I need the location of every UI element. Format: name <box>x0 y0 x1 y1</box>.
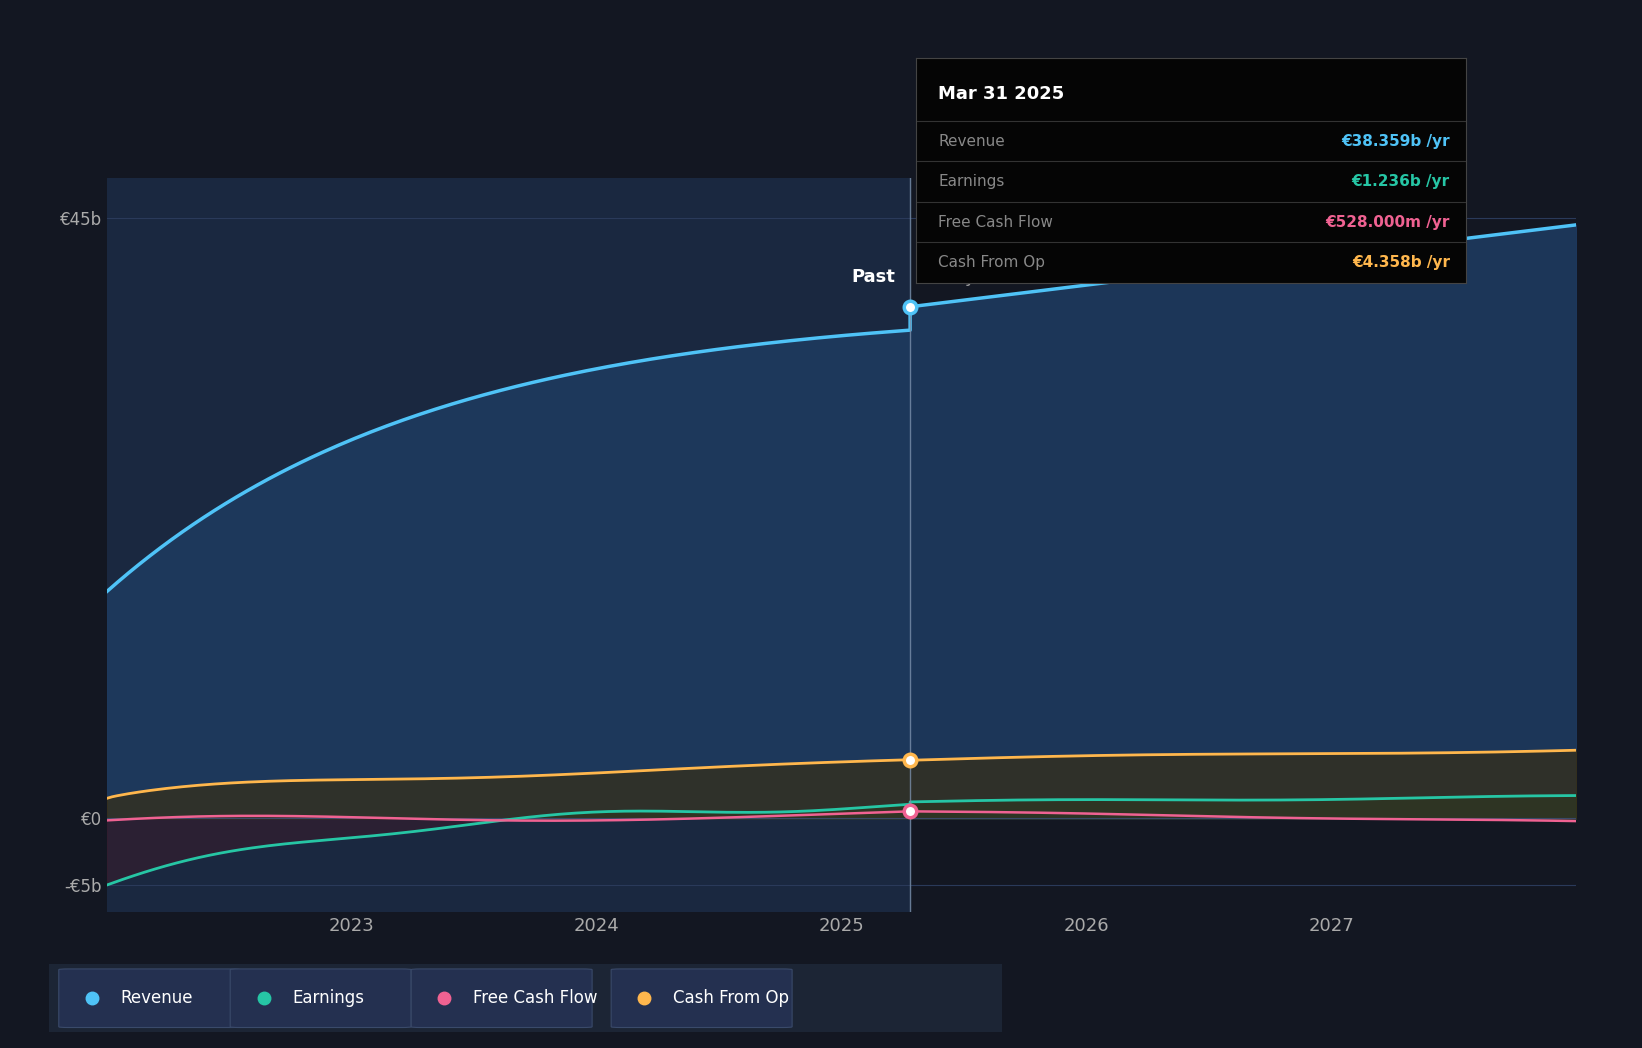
Text: Earnings: Earnings <box>292 989 365 1007</box>
FancyBboxPatch shape <box>230 969 410 1027</box>
Text: €528.000m /yr: €528.000m /yr <box>1325 215 1450 230</box>
Text: Revenue: Revenue <box>938 133 1005 149</box>
Text: Revenue: Revenue <box>122 989 194 1007</box>
Text: Cash From Op: Cash From Op <box>673 989 790 1007</box>
FancyBboxPatch shape <box>611 969 791 1027</box>
Text: Mar 31 2025: Mar 31 2025 <box>938 85 1064 103</box>
Bar <box>107 178 910 912</box>
Text: €4.358b /yr: €4.358b /yr <box>1351 255 1450 270</box>
FancyBboxPatch shape <box>59 969 240 1027</box>
Text: Earnings: Earnings <box>938 174 1005 189</box>
Text: €1.236b /yr: €1.236b /yr <box>1351 174 1450 189</box>
Text: Past: Past <box>852 268 895 286</box>
Text: Analysts Forecasts: Analysts Forecasts <box>924 268 1092 286</box>
Text: Cash From Op: Cash From Op <box>938 255 1046 270</box>
Text: Free Cash Flow: Free Cash Flow <box>473 989 598 1007</box>
Text: Free Cash Flow: Free Cash Flow <box>938 215 1053 230</box>
Text: €38.359b /yr: €38.359b /yr <box>1342 133 1450 149</box>
FancyBboxPatch shape <box>410 969 593 1027</box>
